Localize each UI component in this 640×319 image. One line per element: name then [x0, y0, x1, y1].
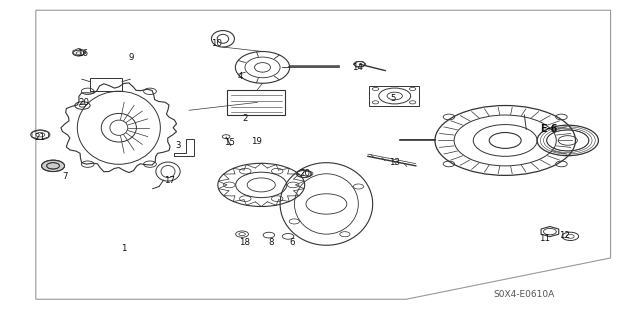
Text: 7: 7 [62, 173, 67, 182]
Text: 10: 10 [211, 39, 222, 48]
Text: 14: 14 [351, 63, 362, 72]
Text: 15: 15 [224, 137, 235, 146]
Text: 5: 5 [390, 94, 396, 103]
Text: S0X4-E0610A: S0X4-E0610A [493, 290, 555, 299]
Text: 12: 12 [559, 231, 570, 240]
Text: 11: 11 [539, 234, 550, 243]
Text: 16: 16 [77, 48, 88, 58]
Text: 4: 4 [238, 72, 244, 81]
Text: 8: 8 [268, 238, 273, 247]
Text: E-6: E-6 [540, 124, 557, 134]
Text: 19: 19 [251, 137, 262, 145]
Circle shape [42, 160, 65, 172]
Text: 9: 9 [129, 53, 134, 62]
Text: 13: 13 [389, 158, 400, 167]
Text: 2: 2 [243, 114, 248, 123]
Text: 20: 20 [78, 98, 89, 107]
Text: 17: 17 [164, 176, 175, 185]
Text: 20: 20 [300, 169, 311, 178]
Text: 18: 18 [239, 238, 250, 247]
Text: 6: 6 [290, 238, 295, 247]
Text: 3: 3 [175, 141, 181, 150]
Text: 21: 21 [35, 133, 46, 142]
Text: 1: 1 [121, 244, 127, 253]
